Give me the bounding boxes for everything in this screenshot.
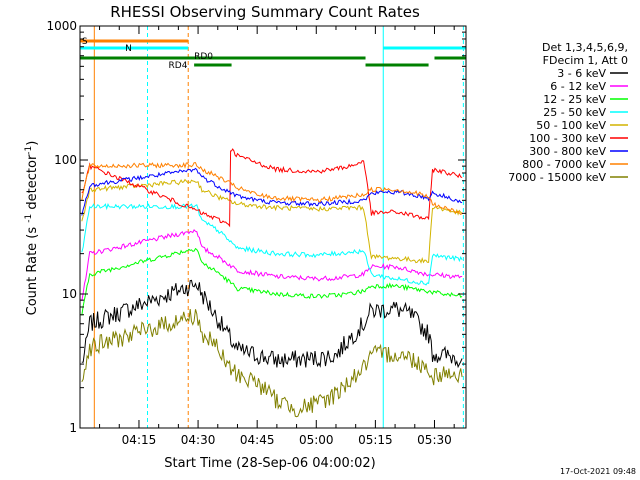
y-axis-label-rest: detector (25, 154, 40, 214)
legend: Det 1,3,4,5,6,9,FDecim 1, Att 03 - 6 keV… (508, 41, 628, 184)
footer-date: 17-Oct-2021 09:48 (560, 467, 636, 476)
legend-label-3: 25 - 50 keV (543, 106, 606, 119)
x-tick-label-3: 05:00 (299, 433, 334, 447)
series-line-7 (81, 161, 463, 216)
y-axis-label: Count Rate (s -1 detector-1) (24, 141, 40, 316)
series-line-8 (81, 309, 463, 418)
y-tick-label-3: 1000 (46, 19, 77, 33)
legend-label-6: 300 - 800 keV (529, 145, 606, 158)
series-line-2 (81, 247, 463, 316)
x-tick-label-4: 05:15 (358, 433, 393, 447)
y-tick-label-2: 100 (54, 153, 77, 167)
x-tick-label-5: 05:30 (417, 433, 452, 447)
legend-header-0: Det 1,3,4,5,6,9, (542, 41, 628, 54)
legend-label-2: 12 - 25 keV (543, 93, 606, 106)
y-tick-label-0: 1 (69, 421, 77, 435)
x-tick-label-1: 04:30 (181, 433, 216, 447)
series-line-1 (81, 229, 463, 302)
legend-header-1: FDecim 1, Att 0 (543, 54, 628, 67)
plot-frame (79, 25, 467, 429)
x-tick-label-2: 04:45 (240, 433, 275, 447)
x-tick-label-0: 04:15 (122, 433, 157, 447)
series-line-0 (81, 279, 463, 369)
legend-label-8: 7000 - 15000 keV (508, 171, 606, 184)
y-axis-label-end: ) (25, 141, 40, 146)
legend-label-5: 100 - 300 keV (529, 132, 606, 145)
y-axis-label-sup-2: -1 (24, 146, 34, 155)
legend-label-7: 800 - 7000 keV (522, 158, 606, 171)
legend-label-0: 3 - 6 keV (557, 67, 606, 80)
chart-title: RHESSI Observing Summary Count Rates (110, 3, 420, 21)
legend-label-1: 6 - 12 keV (550, 80, 606, 93)
y-tick-label-1: 10 (62, 287, 77, 301)
y-axis-label-sup-1: -1 (24, 214, 34, 223)
series-line-3 (81, 203, 463, 286)
axes: 1 10 100 1000 04:15 04:30 04:45 05:00 05:15 05:30 (46, 19, 467, 447)
plot-area: S N RD0 RD4 (79, 26, 466, 428)
legend-label-4: 50 - 100 keV (536, 119, 606, 132)
flag-label-rd0: RD0 (194, 52, 213, 62)
flag-label-n: N (125, 44, 132, 54)
x-axis-label: Start Time (28-Sep-06 04:00:02) (164, 456, 375, 471)
flag-label-s: S (82, 37, 88, 47)
flag-label-rd4: RD4 (169, 61, 188, 71)
series-line-4 (81, 178, 463, 264)
series-line-5 (81, 148, 463, 228)
y-axis-label-main: Count Rate (s (25, 227, 40, 316)
